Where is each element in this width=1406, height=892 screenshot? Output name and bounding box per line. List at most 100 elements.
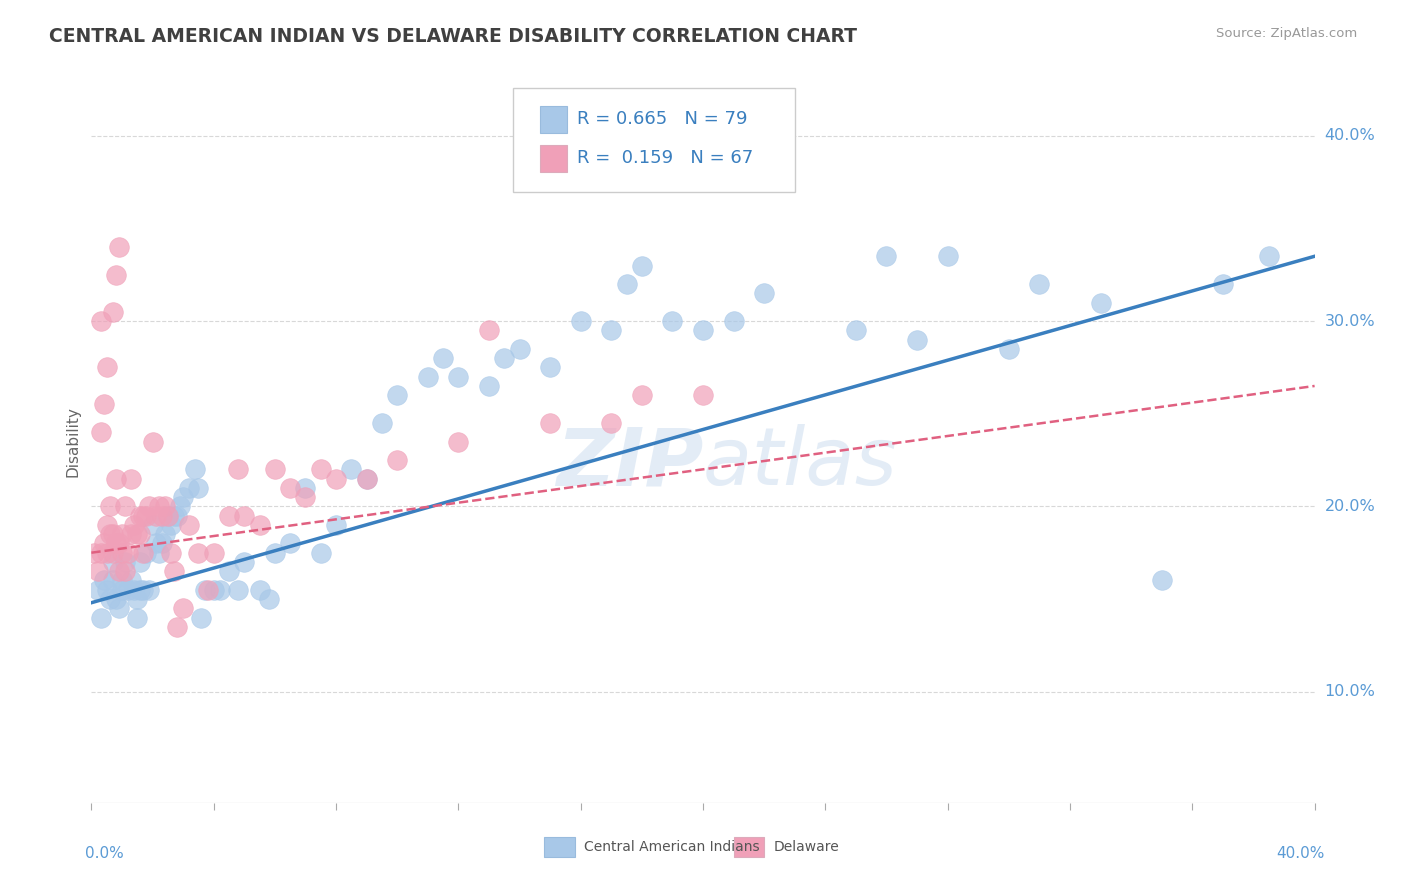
Text: 10.0%: 10.0% bbox=[1324, 684, 1375, 699]
Point bbox=[150, 536, 173, 550]
Point bbox=[101, 574, 124, 588]
Point bbox=[145, 536, 167, 550]
Point bbox=[294, 490, 316, 504]
Point bbox=[114, 500, 136, 514]
Point bbox=[371, 416, 394, 430]
Point bbox=[127, 592, 149, 607]
Point bbox=[723, 314, 745, 328]
Point bbox=[160, 546, 183, 560]
Point bbox=[278, 536, 301, 550]
Point bbox=[226, 462, 249, 476]
Point bbox=[101, 546, 124, 560]
Point bbox=[98, 500, 121, 514]
Point bbox=[93, 574, 115, 588]
Point bbox=[90, 425, 112, 440]
Point bbox=[432, 351, 454, 366]
Point bbox=[385, 453, 409, 467]
Text: 30.0%: 30.0% bbox=[1324, 314, 1375, 328]
Point bbox=[101, 555, 124, 569]
Point bbox=[356, 472, 378, 486]
Point bbox=[187, 546, 209, 560]
Point bbox=[108, 536, 131, 550]
Point bbox=[208, 582, 231, 597]
Point bbox=[569, 314, 592, 328]
Point bbox=[156, 508, 179, 523]
Point bbox=[98, 592, 121, 607]
Point bbox=[90, 610, 112, 624]
Point bbox=[117, 546, 139, 560]
Point bbox=[249, 517, 271, 532]
Point bbox=[600, 416, 623, 430]
Point bbox=[356, 472, 378, 486]
Point bbox=[218, 564, 240, 578]
FancyBboxPatch shape bbox=[734, 837, 765, 857]
Point bbox=[179, 481, 201, 495]
Point bbox=[98, 527, 121, 541]
Point bbox=[122, 582, 145, 597]
Point bbox=[197, 582, 219, 597]
Point bbox=[538, 416, 561, 430]
Point bbox=[172, 601, 194, 615]
FancyBboxPatch shape bbox=[540, 145, 567, 172]
Point bbox=[875, 249, 898, 263]
Point bbox=[661, 314, 683, 328]
Point bbox=[1150, 574, 1173, 588]
Point bbox=[111, 582, 134, 597]
Point bbox=[172, 490, 194, 504]
Point bbox=[138, 500, 160, 514]
Point bbox=[111, 546, 134, 560]
Text: ZIP: ZIP bbox=[555, 425, 703, 502]
Point bbox=[233, 555, 256, 569]
Point bbox=[138, 582, 160, 597]
Point bbox=[692, 323, 714, 337]
Point bbox=[294, 481, 316, 495]
Point bbox=[193, 582, 215, 597]
Point bbox=[616, 277, 638, 291]
Point bbox=[202, 546, 225, 560]
Point bbox=[153, 527, 176, 541]
Point bbox=[148, 546, 170, 560]
Text: Delaware: Delaware bbox=[773, 840, 839, 854]
Point bbox=[132, 546, 155, 560]
Point bbox=[278, 481, 301, 495]
Point bbox=[447, 434, 470, 449]
Point bbox=[135, 546, 157, 560]
Point bbox=[93, 397, 115, 411]
Point bbox=[120, 574, 142, 588]
Point bbox=[1090, 295, 1112, 310]
Point bbox=[129, 555, 152, 569]
Text: atlas: atlas bbox=[703, 425, 898, 502]
Point bbox=[1257, 249, 1279, 263]
Text: Central American Indians: Central American Indians bbox=[585, 840, 761, 854]
Point bbox=[1028, 277, 1050, 291]
Point bbox=[631, 388, 654, 402]
Point bbox=[226, 582, 249, 597]
Text: Source: ZipAtlas.com: Source: ZipAtlas.com bbox=[1216, 27, 1357, 40]
Point bbox=[104, 268, 127, 282]
Point bbox=[936, 249, 959, 263]
Point bbox=[166, 508, 188, 523]
Point bbox=[754, 286, 776, 301]
Point bbox=[111, 527, 134, 541]
FancyBboxPatch shape bbox=[513, 87, 794, 193]
Point bbox=[86, 564, 108, 578]
Point bbox=[1212, 277, 1234, 291]
Point bbox=[114, 564, 136, 578]
Point bbox=[202, 582, 225, 597]
Point bbox=[148, 500, 170, 514]
FancyBboxPatch shape bbox=[540, 105, 567, 133]
Point bbox=[150, 508, 173, 523]
Point bbox=[538, 360, 561, 375]
Point bbox=[122, 517, 145, 532]
Point bbox=[163, 564, 186, 578]
Point bbox=[96, 360, 118, 375]
Point bbox=[114, 555, 136, 569]
Point bbox=[249, 582, 271, 597]
Point bbox=[160, 517, 183, 532]
Point bbox=[108, 601, 131, 615]
Point bbox=[169, 500, 191, 514]
Point bbox=[179, 517, 201, 532]
Point bbox=[187, 481, 209, 495]
Point bbox=[96, 546, 118, 560]
Point bbox=[692, 388, 714, 402]
